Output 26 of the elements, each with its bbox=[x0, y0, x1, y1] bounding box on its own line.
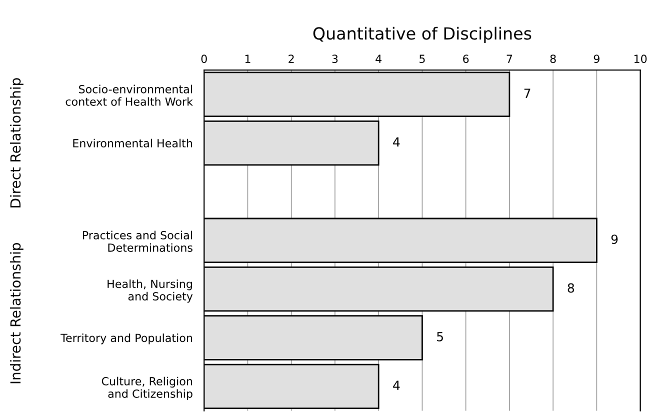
y-tick-label: Culture, Religion and Citizenship bbox=[102, 376, 192, 400]
x-tick-label: 4 bbox=[376, 54, 382, 63]
y-tick-label: Health, Nursing and Society bbox=[108, 279, 193, 303]
data-label: 4 bbox=[393, 380, 400, 390]
y-tick-label: Environmental Health bbox=[73, 138, 192, 148]
x-tick-label: 7 bbox=[506, 54, 512, 63]
y-tick-label: Territory and Population bbox=[60, 334, 192, 344]
x-tick-label: 9 bbox=[594, 54, 600, 64]
x-tick-label: 2 bbox=[288, 54, 294, 63]
text: Direct Relationship bbox=[10, 78, 24, 208]
text: Indirect Relationship bbox=[10, 243, 24, 384]
x-tick-label: 10 bbox=[634, 54, 647, 64]
data-label: 5 bbox=[437, 332, 443, 342]
x-tick-label: 3 bbox=[332, 54, 338, 64]
data-label: 9 bbox=[611, 234, 618, 244]
chart-title: Quantitative of Disciplines bbox=[313, 26, 532, 43]
data-label: 4 bbox=[393, 137, 400, 146]
y-tick-label: Practices and Social Determinations bbox=[83, 230, 192, 252]
data-label: 8 bbox=[568, 283, 574, 293]
x-tick-label: 8 bbox=[550, 54, 556, 64]
x-tick-label: 6 bbox=[463, 54, 469, 64]
x-tick-label: 0 bbox=[201, 54, 207, 64]
data-label: 7 bbox=[524, 88, 530, 98]
x-tick-label: 1 bbox=[245, 54, 250, 63]
y-tick-label: Socio-environmental context of Health Work bbox=[66, 84, 193, 106]
x-tick-label: 5 bbox=[420, 54, 425, 64]
